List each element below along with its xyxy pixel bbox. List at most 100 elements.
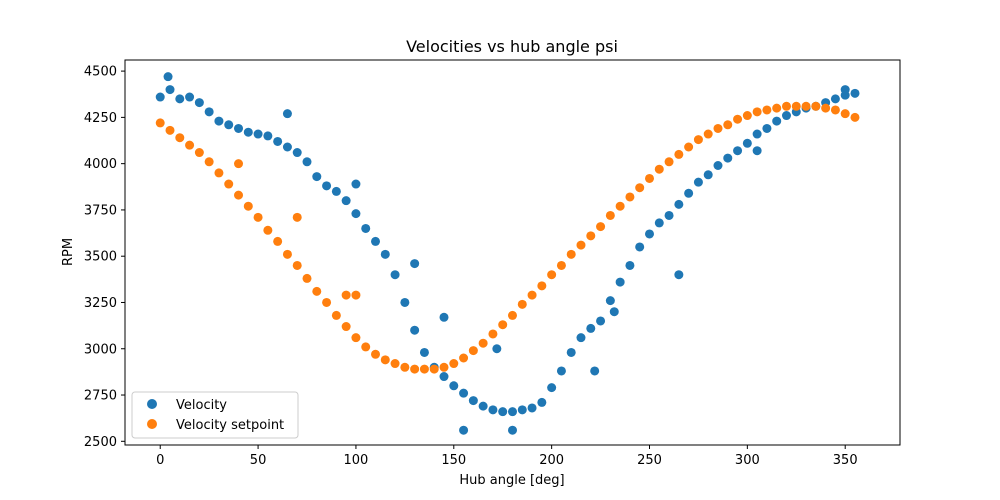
velocity-setpoint-point: [576, 240, 586, 250]
velocity-point: [605, 296, 615, 306]
velocity-point: [772, 116, 782, 126]
x-axis-label: Hub angle [deg]: [459, 473, 564, 488]
velocity-point: [723, 153, 733, 163]
velocity-point: [596, 316, 606, 326]
y-tick-label: 3500: [84, 250, 117, 265]
velocity-point: [410, 259, 420, 269]
velocity-point: [400, 297, 410, 307]
velocity-setpoint-point: [410, 364, 420, 374]
velocity-setpoint-point: [341, 290, 351, 300]
velocity-point: [282, 142, 292, 152]
velocity-setpoint-point: [830, 105, 840, 115]
velocity-setpoint-point: [723, 120, 733, 130]
velocity-setpoint-point: [341, 322, 351, 332]
velocity-setpoint-point: [204, 157, 214, 167]
velocity-setpoint-point: [596, 222, 606, 232]
velocity-point: [224, 120, 234, 130]
velocity-setpoint-point: [635, 183, 645, 193]
velocity-point: [488, 405, 498, 415]
velocity-setpoint-point: [175, 133, 185, 143]
velocity-point: [439, 312, 449, 322]
velocity-point: [752, 129, 762, 139]
velocity-setpoint-point: [419, 364, 429, 374]
velocity-point: [194, 98, 204, 108]
y-tick-label: 4000: [84, 157, 117, 172]
velocity-point: [459, 425, 469, 435]
x-tick-label: 350: [833, 453, 858, 468]
velocity-setpoint-point: [371, 349, 381, 359]
velocity-point: [419, 347, 429, 357]
x-tick-label: 0: [156, 453, 164, 468]
velocity-setpoint-point: [478, 338, 488, 348]
velocity-point: [214, 116, 224, 126]
velocity-point: [459, 388, 469, 398]
velocity-setpoint-point: [556, 260, 566, 270]
y-tick-label: 3000: [84, 342, 117, 357]
velocity-setpoint-point: [537, 281, 547, 291]
velocity-point: [371, 236, 381, 246]
velocity-point: [762, 123, 772, 133]
velocity-point: [312, 172, 322, 182]
velocity-point: [609, 307, 619, 317]
velocity-setpoint-point: [459, 353, 469, 363]
velocity-setpoint-point: [390, 359, 400, 369]
velocity-point: [449, 381, 459, 391]
velocity-setpoint-point: [791, 101, 801, 111]
velocity-setpoint-point: [449, 359, 459, 369]
velocity-point: [664, 210, 674, 220]
velocity-setpoint-point: [674, 149, 684, 159]
velocity-setpoint-point: [214, 168, 224, 178]
velocity-point: [410, 325, 420, 335]
velocity-setpoint-point: [733, 114, 743, 124]
velocity-point: [684, 188, 694, 198]
series-velocity: [155, 72, 860, 435]
velocity-point: [537, 397, 547, 407]
velocity-setpoint-point: [821, 103, 831, 113]
y-axis-label: RPM: [61, 238, 76, 266]
y-tick-label: 3750: [84, 203, 117, 218]
velocity-setpoint-point: [273, 236, 283, 246]
velocity-point: [625, 260, 635, 270]
velocity-setpoint-point: [713, 123, 723, 133]
y-tick-label: 3250: [84, 296, 117, 311]
velocity-point: [204, 107, 214, 117]
velocity-setpoint-point: [165, 125, 175, 135]
x-tick-label: 50: [250, 453, 267, 468]
velocity-setpoint-point: [781, 101, 791, 111]
legend-label-velocity-setpoint: Velocity setpoint: [176, 418, 284, 433]
velocity-setpoint-point: [762, 105, 772, 115]
velocity-setpoint-point: [292, 260, 302, 270]
velocity-setpoint-point: [185, 140, 195, 150]
velocity-setpoint-point: [644, 173, 654, 183]
velocity-setpoint-point: [439, 362, 449, 372]
velocity-setpoint-point: [194, 148, 204, 158]
velocity-setpoint-point: [498, 320, 508, 330]
y-tick-label: 2750: [84, 389, 117, 404]
velocity-point: [615, 277, 625, 287]
velocity-setpoint-point: [155, 118, 165, 128]
velocity-setpoint-point: [840, 109, 850, 119]
velocity-point: [674, 270, 684, 280]
velocity-point: [576, 333, 586, 343]
velocity-setpoint-point: [361, 342, 371, 352]
velocity-setpoint-point: [380, 355, 390, 365]
velocity-setpoint-point: [625, 192, 635, 202]
velocity-point: [703, 170, 713, 180]
velocity-setpoint-point: [684, 142, 694, 152]
velocity-point: [175, 94, 185, 104]
velocity-setpoint-point: [547, 270, 557, 280]
velocity-point: [752, 146, 762, 156]
velocity-setpoint-point: [801, 101, 811, 111]
velocity-setpoint-point: [302, 273, 312, 283]
velocity-setpoint-point: [312, 286, 322, 296]
velocity-setpoint-point: [566, 249, 576, 259]
velocity-setpoint-point: [351, 290, 361, 300]
y-tick-label: 4250: [84, 111, 117, 126]
velocity-point: [830, 94, 840, 104]
velocity-point: [163, 72, 173, 82]
velocity-setpoint-point: [605, 210, 615, 220]
velocity-setpoint-point: [263, 225, 273, 235]
velocity-point: [282, 109, 292, 119]
velocity-setpoint-point: [693, 135, 703, 145]
legend-marker-velocity: [147, 399, 157, 409]
